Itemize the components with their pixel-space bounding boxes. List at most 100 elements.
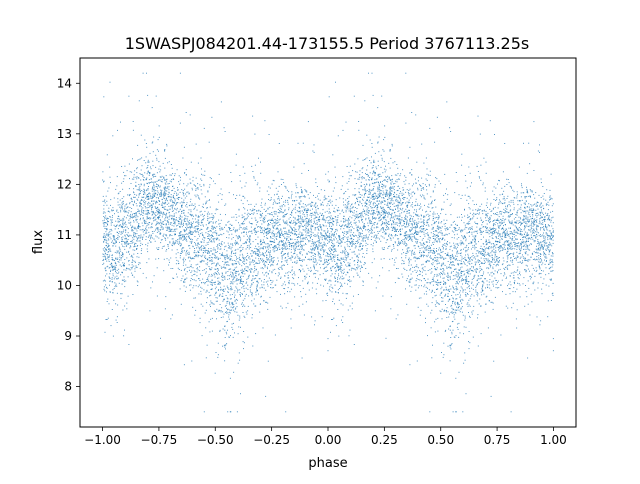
data-point [270,264,272,266]
data-point [308,232,310,234]
data-point [177,189,179,191]
data-point [403,263,405,265]
data-point [425,211,427,213]
data-point [426,259,428,261]
data-point [300,269,302,271]
data-point [245,248,247,250]
data-point [438,240,440,242]
data-point [455,289,457,291]
data-point [484,256,485,257]
data-point [366,169,368,171]
data-point [144,206,146,207]
data-point [414,260,416,262]
data-point [378,181,379,183]
data-point [490,261,492,262]
data-point [208,223,210,225]
data-point [206,200,208,202]
data-point [307,267,309,269]
data-point [364,235,366,237]
data-point [462,229,464,231]
data-point [122,262,124,264]
data-point [212,236,214,237]
data-point [308,219,309,221]
data-point [429,411,431,413]
data-point [131,272,133,274]
data-point [394,183,396,184]
data-point [524,259,526,261]
data-point [524,204,526,205]
data-point [261,206,263,208]
data-point [432,215,434,217]
data-point [187,252,189,254]
data-point [394,192,396,194]
data-point [337,289,339,291]
data-point [370,228,372,230]
data-point [148,224,150,226]
data-point [300,210,302,212]
data-point [179,236,181,238]
data-point [537,150,539,152]
data-point [394,174,396,176]
data-point [286,233,288,235]
data-point [231,246,233,248]
data-point [391,181,393,183]
data-point [210,248,212,249]
data-point [297,192,299,194]
data-point [143,204,145,206]
data-point [416,240,418,242]
data-point [180,252,182,254]
data-point [196,275,198,277]
data-point [463,362,465,364]
data-point [282,215,284,217]
data-point [164,187,166,189]
data-point [243,223,245,225]
data-point [426,193,428,195]
data-point [442,262,444,264]
data-point [552,237,554,238]
data-point [257,281,259,283]
data-point [328,195,330,197]
data-point [107,243,109,245]
data-point [120,121,121,123]
data-point [337,277,339,279]
data-point [201,245,203,246]
data-point [433,235,435,237]
data-point [151,231,153,232]
data-point [438,249,440,251]
data-point [485,231,487,233]
data-point [340,268,342,270]
data-point [545,225,546,227]
data-point [467,270,469,272]
data-point [174,228,176,230]
data-point [136,167,138,169]
data-point [117,204,119,206]
data-point [166,145,168,147]
data-point [196,268,198,270]
data-point [216,264,218,266]
data-point [253,176,255,178]
data-point [170,194,172,196]
data-point [397,200,399,202]
data-point [262,268,264,270]
data-point [143,160,145,161]
data-point [367,199,368,201]
data-point [543,207,545,209]
data-point [219,329,221,331]
data-point [197,216,199,218]
data-point [450,203,452,205]
data-point [402,197,404,199]
data-point [446,254,448,256]
data-point [140,253,142,254]
data-point [336,263,338,265]
data-point [242,283,243,285]
data-point [250,285,252,287]
data-point [468,257,470,259]
data-point [109,263,111,265]
data-point [498,287,500,289]
data-point [425,241,427,243]
data-point [243,304,245,306]
data-point [419,194,421,196]
data-point [507,307,509,309]
data-point [157,208,159,210]
data-point [524,207,526,209]
